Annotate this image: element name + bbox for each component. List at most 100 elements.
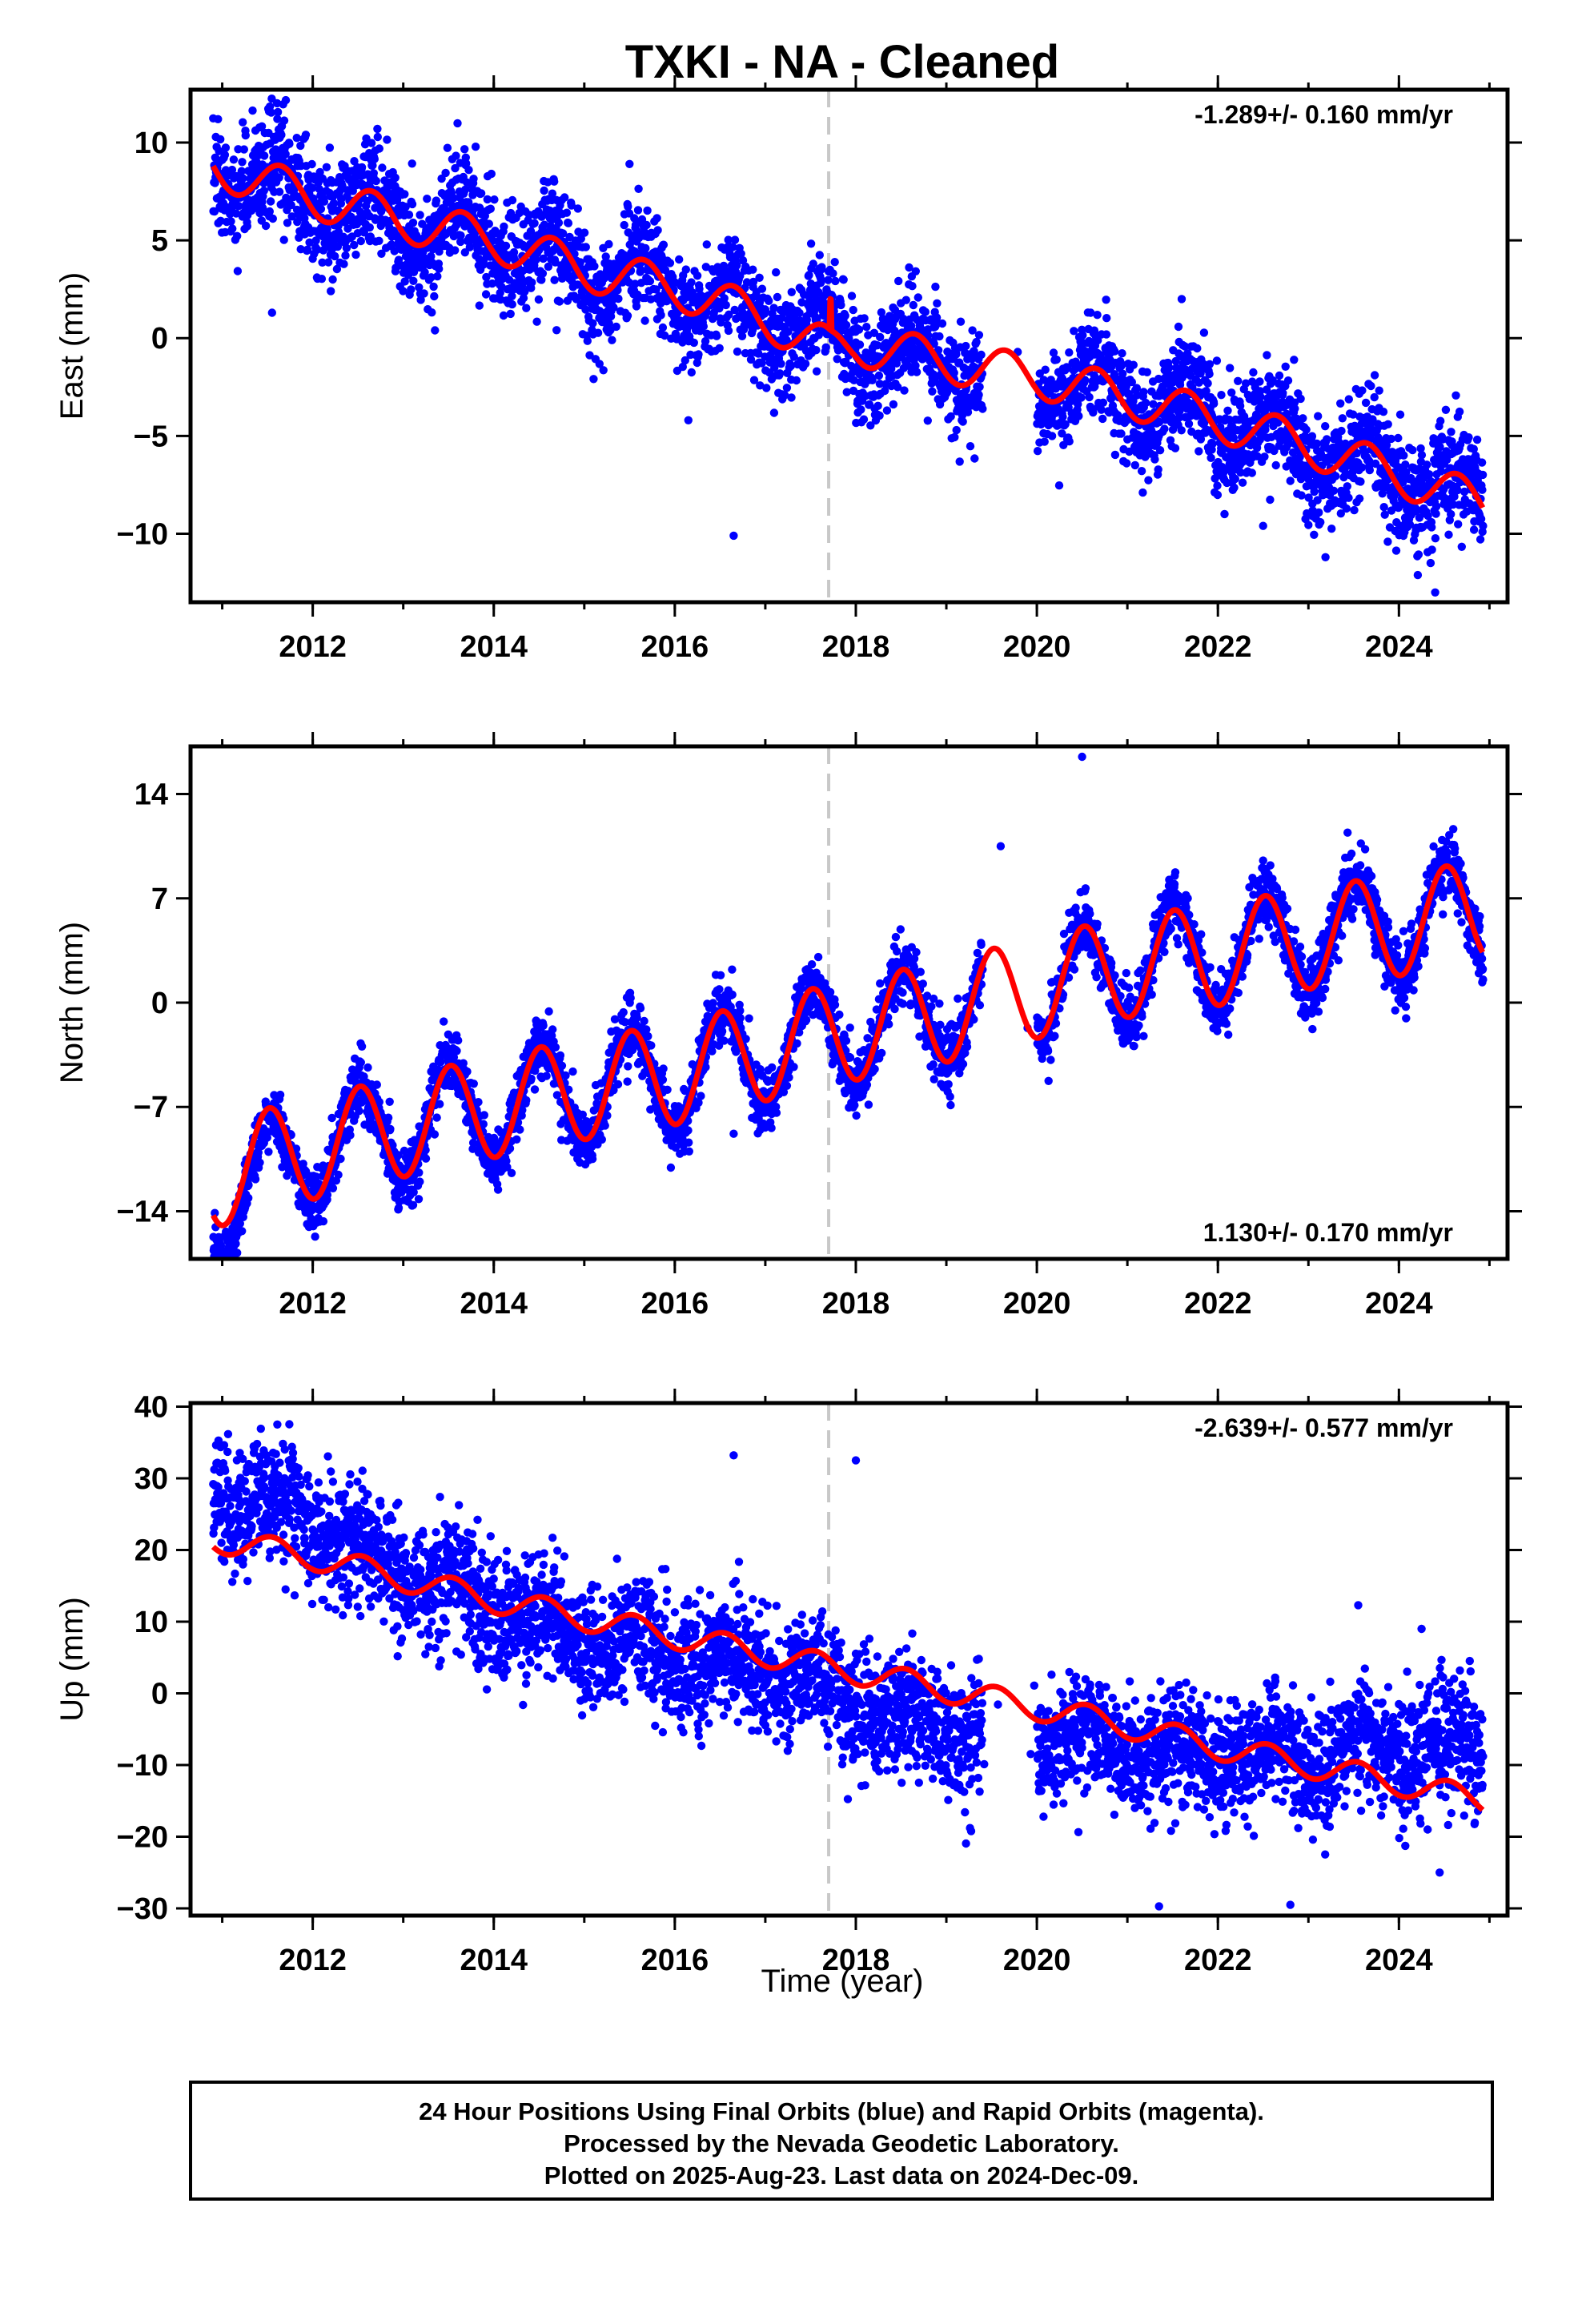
east-data-point — [641, 243, 650, 253]
east-data-point — [332, 264, 342, 274]
east-data-point — [1315, 508, 1323, 517]
east-data-point — [1447, 428, 1456, 436]
east-data-point — [453, 119, 462, 128]
east-data-point — [977, 350, 986, 360]
east-data-point — [1195, 447, 1203, 456]
east-data-point — [730, 235, 740, 244]
east-data-point — [259, 151, 269, 160]
east-data-point — [392, 195, 402, 205]
north-data-point — [436, 1100, 444, 1108]
east-data-point — [693, 271, 702, 280]
east-data-point — [849, 305, 857, 315]
east-data-point — [755, 273, 764, 282]
east-data-point — [702, 240, 711, 249]
east-data-point — [338, 181, 347, 190]
east-data-point — [857, 405, 865, 414]
east-data-point — [1263, 351, 1271, 360]
east-data-point — [1212, 356, 1222, 365]
east-data-point — [1144, 476, 1153, 485]
north-data-point — [244, 1193, 253, 1203]
east-data-point — [1110, 450, 1120, 460]
east-outlier-point — [1259, 521, 1267, 530]
north-data-point — [416, 1177, 424, 1186]
north-data-point — [227, 1262, 235, 1270]
east-data-point — [368, 161, 377, 170]
east-data-point — [285, 139, 294, 148]
east-data-point — [1058, 412, 1067, 421]
east-data-point — [328, 275, 337, 284]
east-data-point — [1226, 364, 1235, 372]
east-data-point — [281, 95, 291, 105]
north-data-point — [214, 1261, 222, 1269]
east-data-point — [1379, 503, 1388, 512]
east-outlier-point — [1177, 295, 1186, 304]
north-data-point — [227, 1282, 235, 1290]
east-data-point — [634, 184, 643, 193]
east-data-point — [938, 319, 947, 328]
east-data-point — [1139, 388, 1148, 396]
east-data-point — [1452, 391, 1460, 400]
east-data-point — [555, 297, 564, 306]
east-data-point — [365, 223, 374, 232]
east-x-tick-label: 2022 — [1184, 630, 1252, 664]
east-data-point — [854, 325, 864, 334]
east-data-point — [1141, 398, 1150, 408]
east-data-point — [806, 239, 816, 248]
east-data-point — [620, 220, 628, 230]
east-data-point — [1316, 517, 1325, 527]
east-data-point — [528, 278, 536, 287]
east-data-point — [1291, 404, 1299, 413]
east-data-point — [581, 243, 590, 251]
north-data-point — [414, 1195, 424, 1204]
east-data-point — [812, 346, 821, 355]
east-data-point — [642, 220, 651, 230]
east-data-point — [632, 302, 641, 311]
east-data-point — [792, 376, 801, 385]
east-data-point — [420, 289, 428, 298]
east-data-point — [464, 166, 473, 175]
east-data-point — [1314, 412, 1323, 420]
east-data-point — [612, 322, 620, 332]
east-data-point — [407, 285, 416, 294]
north-data-point — [415, 1168, 424, 1177]
east-data-point — [534, 295, 544, 304]
east-data-point — [432, 196, 441, 205]
east-data-point — [1074, 412, 1083, 420]
east-data-point — [1256, 392, 1265, 401]
east-data-point — [653, 226, 662, 235]
east-data-point — [387, 240, 396, 249]
east-data-point — [1399, 451, 1408, 460]
east-data-point — [1427, 523, 1436, 532]
east-outlier-point — [267, 308, 276, 317]
east-data-point — [325, 143, 335, 152]
east-outlier-point — [729, 531, 738, 541]
east-data-point — [441, 168, 450, 178]
east-data-point — [583, 336, 592, 345]
east-data-point — [416, 296, 425, 304]
east-data-point — [486, 204, 495, 213]
east-data-point — [227, 217, 235, 226]
east-data-point — [952, 425, 961, 435]
east-y-tick-label: −10 — [117, 518, 168, 552]
east-data-point — [831, 276, 840, 286]
east-data-point — [913, 293, 923, 302]
east-data-point — [319, 246, 328, 255]
east-data-point — [1054, 481, 1064, 490]
east-data-point — [471, 143, 480, 151]
east-data-point — [342, 243, 351, 252]
east-data-point — [1110, 347, 1119, 356]
east-data-point — [377, 249, 386, 258]
east-data-point — [1220, 509, 1229, 519]
east-y-tick-label: 5 — [151, 224, 168, 258]
east-data-point — [1441, 405, 1451, 414]
north-data-point — [238, 1227, 247, 1236]
east-data-point — [1477, 458, 1487, 467]
east-data-point — [1394, 433, 1403, 443]
east-data-point — [769, 408, 779, 417]
east-data-point — [1297, 491, 1306, 500]
east-data-point — [554, 219, 564, 227]
east-data-point — [601, 252, 610, 261]
east-data-point — [1184, 420, 1194, 428]
east-data-point — [762, 384, 771, 392]
east-data-point — [956, 317, 966, 326]
